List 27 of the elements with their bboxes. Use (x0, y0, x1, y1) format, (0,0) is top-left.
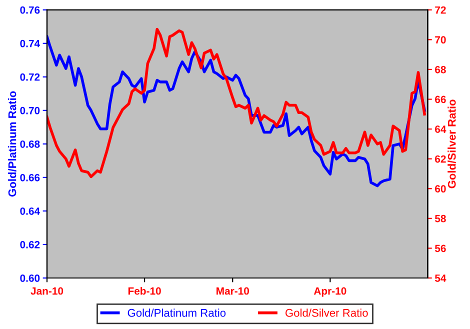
y-tick-label: 0.68 (20, 140, 40, 148)
y2-tick-label: 72 (435, 6, 446, 14)
y2-tick-label: 68 (435, 66, 446, 74)
y2-tick-label: 64 (435, 126, 446, 133)
y-tick-label: 0.76 (20, 6, 40, 14)
y2-tick-label: 66 (435, 96, 446, 104)
y2-tick-label: 60 (435, 185, 446, 193)
x-tick-label: Jan-10 (30, 287, 64, 295)
legend-label: Gold/Silver Ratio (286, 308, 368, 317)
x-tick-label: Feb-10 (128, 287, 161, 295)
y2-tick-label: 54 (434, 274, 446, 282)
y-tick-label: 0.62 (20, 240, 40, 248)
y-tick-label: 0.66 (20, 174, 40, 182)
legend-label: Gold/Platinum Ratio (128, 308, 226, 317)
y-tick-label: 0.60 (20, 274, 40, 282)
y2-axis-title: Gold/Silver Ratio (448, 100, 456, 188)
y2-tick-label: 62 (435, 155, 446, 163)
x-tick-label: Apr-10 (314, 287, 346, 297)
y-tick-label: 0.64 (20, 207, 40, 215)
y-tick-label: 0.72 (20, 73, 40, 81)
x-tick-label: Mar-10 (216, 287, 249, 295)
y2-tick-label: 58 (434, 214, 446, 222)
y-tick-label: 0.74 (20, 40, 40, 48)
y-axis-title: Gold/Platinum Ratio (8, 91, 16, 197)
y-tick-label: 0.70 (20, 106, 40, 114)
y2-tick-label: 70 (435, 36, 446, 44)
y2-tick-label: 56 (434, 244, 446, 252)
